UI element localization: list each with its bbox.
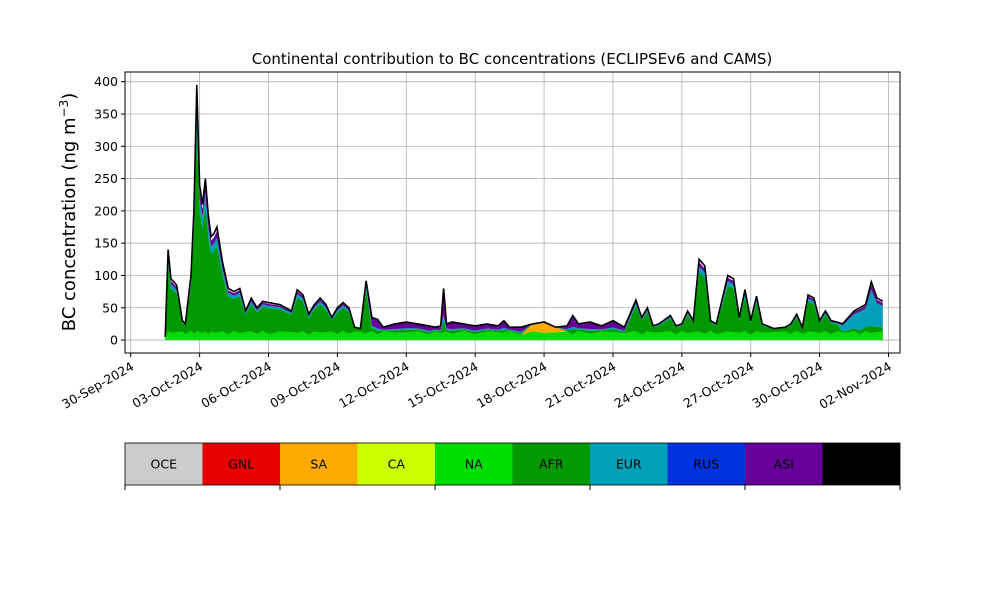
y-tick-label: 150	[94, 236, 118, 251]
area-na	[165, 331, 883, 341]
y-axis-label: BC concentration (ng m−3)	[57, 93, 80, 332]
legend-label-ca: CA	[388, 457, 406, 472]
x-tick-label: 06-Oct-2024	[198, 359, 274, 411]
x-tick-label: 30-Sep-2024	[59, 359, 136, 412]
legend-label-afr: AFR	[539, 457, 564, 472]
y-axis-label-main: BC concentration (ng m	[59, 117, 80, 331]
axes-frame-rect	[124, 71, 901, 354]
legend-label-gnl: GNL	[228, 457, 254, 472]
y-tick-label: 200	[94, 203, 118, 218]
legend-frame	[124, 442, 901, 486]
x-tick-label: 09-Oct-2024	[267, 359, 343, 411]
x-tick-label: 27-Oct-2024	[681, 359, 757, 411]
legend-label-eur: EUR	[616, 457, 642, 472]
legend-swatch-afr	[512, 443, 590, 485]
legend-colorbar: OCE GNL SA CA NA AFR EUR RUS ASI AUS	[124, 442, 901, 490]
legend-swatch-eur	[590, 443, 668, 485]
y-axis-label-unit-sup: −3	[57, 100, 71, 118]
area-sa	[165, 322, 883, 337]
y-axis-ticks: 0 50 100 150 200 250 300 350 400	[94, 74, 125, 348]
legend-swatch-oce	[125, 443, 203, 485]
legend-swatch-gnl	[202, 443, 280, 485]
legend-swatch-ca	[357, 443, 435, 485]
legend-swatch-sa	[280, 443, 358, 485]
y-axis-label-close: )	[59, 93, 80, 100]
x-tick-label: 24-Oct-2024	[612, 359, 688, 411]
x-tick-label: 30-Oct-2024	[749, 359, 825, 411]
x-tick-label: 02-Nov-2024	[817, 359, 895, 412]
x-axis-ticks: 30-Sep-202403-Oct-202406-Oct-202409-Oct-…	[59, 353, 894, 412]
y-tick-label: 100	[94, 268, 118, 283]
y-tick-label: 0	[110, 333, 118, 348]
stacked-areas	[164, 84, 884, 341]
series-line-total	[164, 84, 884, 337]
chart-title: Continental contribution to BC concentra…	[252, 50, 773, 68]
y-tick-label: 350	[94, 106, 118, 121]
legend-label-na: NA	[465, 457, 483, 472]
y-tick-label: 250	[94, 171, 118, 186]
legend-label-aus: AUS	[848, 457, 874, 472]
x-tick-label: 18-Oct-2024	[474, 359, 550, 411]
legend-label-sa: SA	[310, 457, 327, 472]
legend-swatch-na	[435, 443, 513, 485]
legend-swatch-asi	[745, 443, 823, 485]
y-tick-label: 400	[94, 74, 118, 89]
legend-label-rus: RUS	[693, 457, 719, 472]
x-tick-label: 21-Oct-2024	[543, 359, 619, 411]
x-tick-label: 03-Oct-2024	[129, 359, 205, 411]
area-afr	[165, 129, 883, 337]
axes-frame	[124, 71, 901, 354]
legend-label-asi: ASI	[774, 457, 794, 472]
y-tick-label: 50	[102, 300, 118, 315]
legend-swatch-aus	[822, 443, 900, 485]
x-tick-label: 12-Oct-2024	[336, 359, 412, 411]
y-tick-label: 300	[94, 139, 118, 154]
legend-label-oce: OCE	[151, 457, 178, 472]
legend-swatch-rus	[667, 443, 745, 485]
x-tick-label: 15-Oct-2024	[405, 359, 481, 411]
